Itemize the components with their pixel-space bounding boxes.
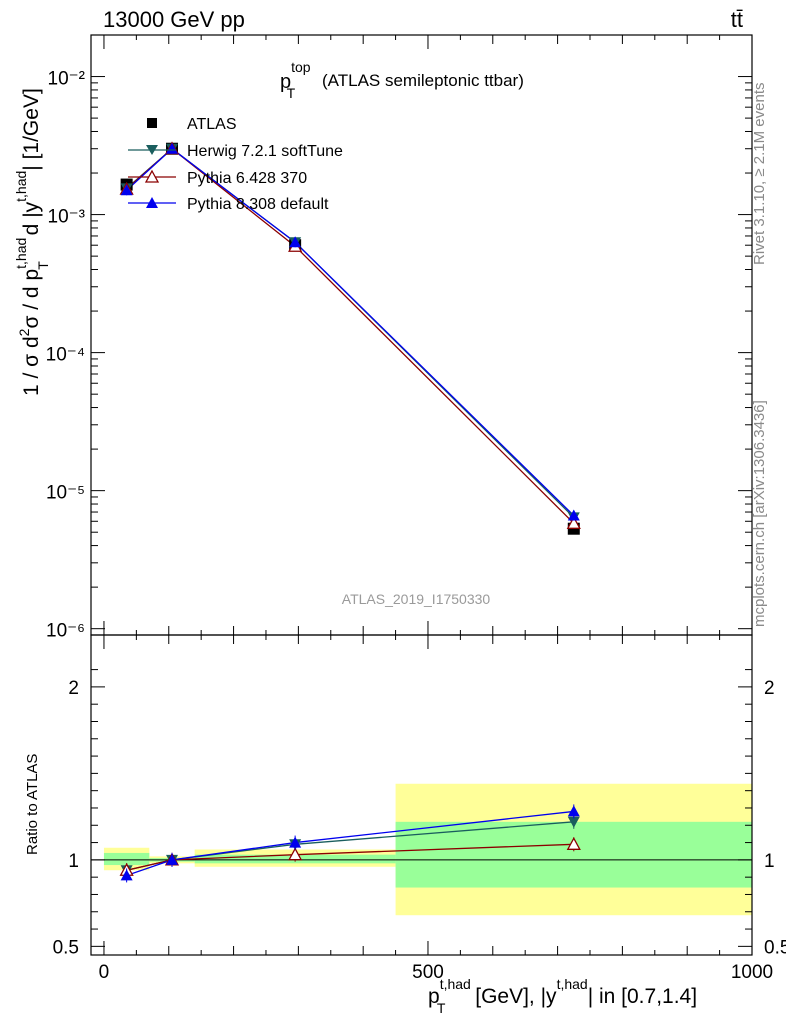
legend-entry-atlas: ATLAS [147,116,237,133]
main-y-tick-label: 10⁻⁵ [46,483,85,504]
main-point-3-3 [567,509,580,521]
axes-frames [90,34,753,956]
series-lines [126,147,575,877]
ratio-ylabel: Ratio to ATLAS [24,754,41,855]
header-right: tt̄ [731,7,743,32]
xlabel: pt,had T [GeV], |yt,had| in [0.7,1.4] [428,976,697,1016]
main-y-tick-label: 10⁻⁴ [46,345,85,366]
ratio-y-tick-label-left: 1 [68,851,79,872]
legend-marker-atlas [147,118,157,128]
main-y-tick-label: 10⁻² [48,69,86,90]
legend-marker-pythia6 [144,169,160,183]
ratio-point-2-0 [120,869,133,881]
legend-marker-pythia8 [146,197,158,208]
ratio-point-2-2 [289,836,302,848]
mcplots-label: mcplots.cern.ch [arXiv:1306.3436] [751,400,768,627]
ratio-point-1-2 [288,847,303,861]
ratio-line-1 [126,843,574,871]
ratio-point-2-3 [567,805,580,817]
ratio-y-tick-label-right: 2 [764,678,775,699]
legend-label-atlas: ATLAS [187,116,237,133]
main-point-3-1 [166,142,179,154]
x-tick-label: 500 [412,962,444,983]
ratio-line-2 [126,810,574,877]
legend: ATLAS Herwig 7.2.1 softTune Pythia 6.428… [128,116,343,213]
legend-marker-herwig [146,145,158,155]
ratio-point-0-3 [567,816,580,828]
ratio-band-green-3 [395,821,752,888]
main-y-tick-label: 10⁻⁶ [46,621,85,642]
ratio-y-tick-label-left: 2 [68,678,79,699]
main-point-2-3 [566,515,581,529]
main-point-3-2 [289,236,302,248]
ratio-y-tick-label-right: 0.5 [764,937,786,958]
analysis-watermark: ATLAS_2019_I1750330 [342,591,491,607]
uncertainty-bands [103,783,752,916]
legend-entry-pythia8: Pythia 8.308 default [128,196,329,213]
main-ylabel: 1 / σ d2σ / d pt,had T d |yt,had| [1/GeV] [13,88,51,396]
legend-label-pythia6: Pythia 6.428 370 [187,170,307,187]
ratio-y-tick-label-left: 0.5 [53,937,79,958]
legend-entry-herwig: Herwig 7.2.1 softTune [128,143,343,160]
chart-title: ptop T [280,59,311,101]
ratio-y-tick-label-right: 1 [764,851,775,872]
x-tick-label: 1000 [731,962,773,983]
main-y-tick-label: 10⁻³ [48,207,86,228]
ratio-point-1-3 [566,836,581,850]
header-left: 13000 GeV pp [103,7,245,32]
main-line-3 [126,147,575,517]
legend-label-pythia8: Pythia 8.308 default [187,196,329,213]
rivet-label: Rivet 3.1.10, ≥ 2.1M events [751,83,768,266]
chart-title-rest: (ATLAS semileptonic ttbar) [322,71,524,90]
axis-ticks: 10⁻⁶ 10⁻⁵ 10⁻⁴ 10⁻³ 10⁻² 0 500 1000 0.5 0.5 1 1 2 2 [46,34,786,983]
legend-entry-pythia6: Pythia 6.428 370 [128,169,307,187]
x-tick-label: 0 [99,962,110,983]
series-markers [119,141,581,883]
ratio-point-2-1 [166,853,179,865]
legend-label-herwig: Herwig 7.2.1 softTune [187,143,343,160]
main-point-3-0 [120,184,133,196]
ratio-panel-frame [90,634,753,956]
ratio-band-green-0 [103,852,150,866]
